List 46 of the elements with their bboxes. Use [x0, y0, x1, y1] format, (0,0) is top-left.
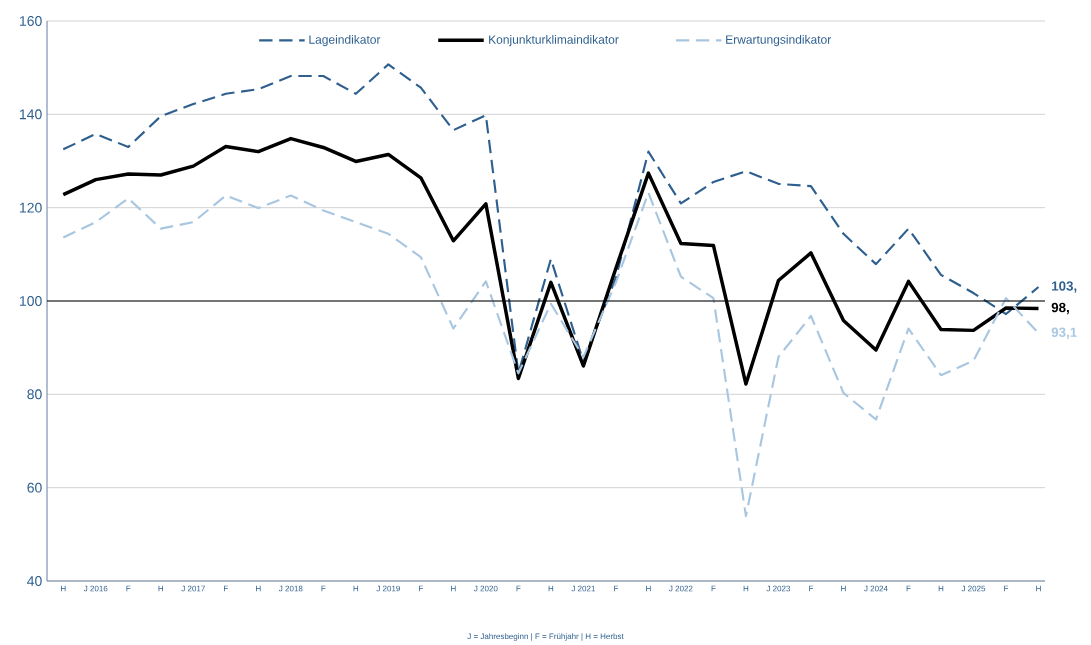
x-tick-label: F — [711, 585, 716, 592]
x-tick-label: F — [224, 585, 228, 592]
x-tick-label: F — [906, 585, 911, 592]
x-tick-label: H — [256, 585, 261, 592]
x-tick-label: H — [743, 585, 749, 592]
y-tick-label: 100 — [20, 296, 42, 306]
text: 103, — [1052, 281, 1077, 293]
x-tick-label: F — [516, 585, 521, 592]
x-tick-label: J 2018 — [278, 585, 303, 592]
x-tick-label: F — [614, 585, 619, 592]
x-tick-label: F — [126, 585, 131, 592]
legend-label: Erwartungsindikator — [726, 34, 832, 47]
x-tick-label: F — [321, 585, 326, 592]
x-tick-label: J 2024 — [864, 585, 888, 592]
x-tick-label: J 2021 — [571, 585, 595, 592]
x-tick-label: J 2019 — [376, 585, 400, 592]
x-tick-label: F — [809, 585, 814, 592]
x-tick-label: J 2025 — [961, 585, 986, 592]
x-tick-label: J 2022 — [669, 585, 693, 592]
text: J = Jahresbeginn | F = Frühjahr | H = Herbst — [467, 633, 624, 641]
y-tick-label: 40 — [27, 576, 42, 586]
legend-label: Konjunkturklimaindikator — [489, 34, 619, 47]
x-tick-label: H — [1036, 585, 1041, 592]
y-tick-label: 60 — [27, 482, 42, 493]
line-series — [62, 191, 1040, 518]
y-tick-label: 140 — [20, 109, 42, 120]
x-tick-label: F — [419, 585, 423, 592]
x-tick-label: J 2023 — [766, 585, 791, 592]
x-tick-label: H — [451, 585, 456, 592]
x-tick-label: H — [841, 585, 846, 592]
x-tick-label: F — [1004, 585, 1009, 592]
y-tick-label: 120 — [20, 202, 42, 213]
legend-label: Lageindikator — [309, 34, 381, 47]
x-tick-label: H — [548, 585, 554, 592]
x-tick-label: J 2016 — [83, 585, 108, 592]
x-tick-label: H — [938, 585, 944, 592]
x-tick-label: H — [353, 585, 359, 592]
x-tick-label: H — [61, 585, 66, 592]
x-tick-label: J 2017 — [181, 585, 205, 592]
text: 93,1 — [1051, 327, 1077, 339]
y-tick-label: 160 — [20, 16, 42, 26]
x-tick-label: H — [158, 585, 164, 592]
text: 98, — [1051, 302, 1069, 315]
x-tick-label: H — [646, 585, 651, 592]
y-tick-label: 80 — [27, 389, 42, 400]
x-tick-label: J 2020 — [473, 585, 498, 592]
